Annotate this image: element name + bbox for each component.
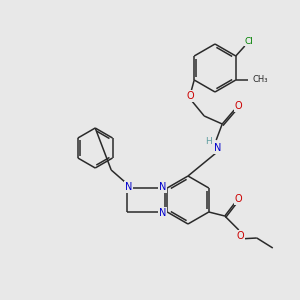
Text: CH₃: CH₃ (252, 76, 268, 85)
Text: O: O (234, 101, 242, 111)
Text: O: O (237, 231, 244, 241)
Text: N: N (158, 182, 166, 192)
Text: O: O (186, 91, 194, 101)
Text: N: N (124, 182, 132, 192)
Text: O: O (235, 194, 243, 204)
Text: N: N (158, 208, 166, 218)
Text: Cl: Cl (244, 37, 253, 46)
Text: H: H (205, 137, 211, 146)
Text: N: N (214, 143, 221, 153)
